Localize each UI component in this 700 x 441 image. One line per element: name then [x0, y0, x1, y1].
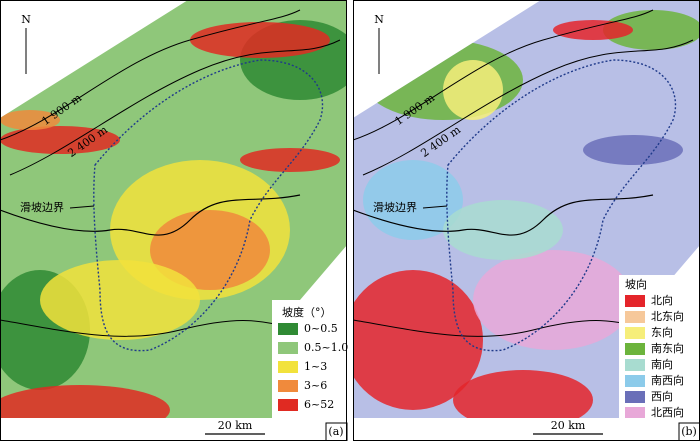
panel: N1 900 m2 400 m滑坡边界坡度（°）0~0.50.5~1.01~33… — [0, 0, 348, 441]
river — [353, 319, 654, 337]
legend-swatch — [625, 391, 645, 403]
legend-swatch — [278, 323, 298, 335]
boundary-arrow — [69, 205, 95, 209]
terrain-patch — [363, 160, 463, 240]
scale-label: 20 km — [218, 419, 253, 432]
river — [0, 194, 301, 236]
scale-box — [0, 418, 347, 441]
landslide-boundary — [93, 59, 324, 352]
legend-label: 南东向 — [651, 341, 684, 355]
panel-label-box — [678, 422, 700, 441]
legend-label: 北西向 — [651, 405, 684, 419]
terrain-patch — [190, 22, 330, 58]
legend-swatch — [625, 327, 645, 339]
north-label: N — [21, 13, 31, 26]
terrain-patch — [0, 126, 120, 154]
terrain-patch — [0, 110, 60, 130]
panel: N1 900 m2 400 m滑坡边界坡向北向北东向东向南东向南向南西向西向北西… — [353, 0, 700, 441]
map-image — [0, 0, 347, 441]
legend-swatch — [625, 343, 645, 355]
legend-label: 6~52 — [304, 398, 334, 411]
legend-label: 南西向 — [651, 373, 684, 387]
legend-swatch — [278, 380, 298, 392]
boundary-arrow — [422, 205, 448, 209]
contour-line — [362, 39, 694, 176]
panel-label: (a) — [328, 425, 343, 438]
legend-label: 南向 — [651, 357, 673, 371]
river — [353, 194, 654, 236]
legend-label: 1~3 — [304, 360, 327, 373]
contour-line — [353, 9, 654, 141]
legend-label: 0~0.5 — [304, 322, 338, 335]
boundary-label: 滑坡边界 — [20, 201, 64, 214]
legend-swatch — [625, 295, 645, 307]
legend-swatch — [625, 375, 645, 387]
terrain-patch — [473, 250, 633, 350]
legend-swatch — [625, 359, 645, 371]
legend-title: 坡度（°） — [282, 305, 332, 319]
terrain-patch — [40, 260, 200, 340]
legend-swatch — [278, 342, 298, 354]
terrain-patch — [553, 20, 633, 40]
boundary-label: 滑坡边界 — [373, 201, 417, 214]
terrain-patch — [150, 210, 270, 290]
scale-box — [353, 418, 700, 441]
terrain-patch — [353, 270, 483, 410]
legend-box — [272, 303, 345, 416]
legend-label: 0.5~1.0 — [304, 341, 348, 354]
legend-label: 北向 — [651, 293, 673, 307]
legend-label: 北东向 — [651, 309, 684, 323]
legend-title: 坡向 — [625, 277, 647, 291]
contour-line — [0, 9, 301, 141]
terrain-patch — [453, 370, 593, 430]
panel-label: (b) — [681, 425, 697, 438]
contour-line — [9, 39, 341, 176]
scale-label: 20 km — [551, 419, 586, 432]
terrain-patch — [443, 60, 503, 120]
legend-label: 3~6 — [304, 379, 327, 392]
terrain-patch — [443, 200, 563, 260]
legend-swatch — [625, 311, 645, 323]
north-label: N — [374, 13, 384, 26]
river — [0, 319, 301, 337]
legend-label: 东向 — [651, 325, 673, 339]
terrain-patch — [240, 148, 340, 172]
legend-swatch — [278, 399, 298, 411]
terrain-patch — [583, 135, 683, 165]
landslide-boundary — [446, 59, 677, 352]
terrain-patch — [603, 10, 700, 50]
legend-label: 西向 — [651, 389, 673, 403]
legend-swatch — [278, 361, 298, 373]
legend-swatch — [625, 407, 645, 419]
